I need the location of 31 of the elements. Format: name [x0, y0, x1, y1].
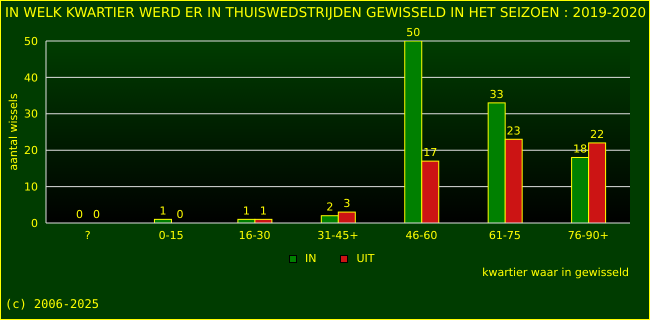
data-label: 50	[406, 26, 420, 39]
y-tick-label: 50	[24, 34, 38, 48]
y-tick-label: 0	[31, 216, 38, 230]
y-axis-title: aantal wissels	[6, 93, 20, 171]
data-label: 1	[242, 204, 250, 218]
chart-title: IN WELK KWARTIER WERD ER IN THUISWEDSTRIJDEN GEWISSELD IN HET SEIZOEN : 2019-2020	[5, 5, 646, 21]
data-label: 0	[176, 208, 184, 221]
x-tick-label: 61-75	[488, 228, 521, 242]
x-tick-label: 31-45+	[317, 228, 359, 242]
y-tick-label: 30	[24, 108, 38, 121]
x-axis-title: kwartier waar in gewisseld	[482, 266, 629, 279]
data-label: 23	[506, 124, 521, 138]
data-label: 0	[76, 208, 84, 221]
data-label: 2	[326, 200, 334, 214]
y-tick-label: 20	[24, 144, 38, 158]
data-label: 0	[93, 208, 100, 221]
x-tick-label: 0-15	[158, 228, 184, 242]
data-label: 1	[260, 204, 267, 218]
data-label: 1	[159, 204, 166, 218]
x-tick-label: 16-30	[238, 228, 271, 242]
text: IN	[305, 252, 316, 265]
data-label: 33	[490, 88, 504, 101]
text: (c) 2006-2025	[5, 297, 99, 311]
legend-label: UIT	[356, 252, 374, 265]
x-tick-label: 46-60	[405, 228, 438, 242]
x-tick-label: 76-90+	[568, 228, 609, 242]
y-tick-label: 40	[24, 71, 38, 84]
x-tick-label: ?	[84, 228, 91, 242]
data-label: 3	[343, 197, 350, 210]
data-label: 22	[590, 128, 604, 141]
y-tick-label: 10	[24, 180, 38, 194]
